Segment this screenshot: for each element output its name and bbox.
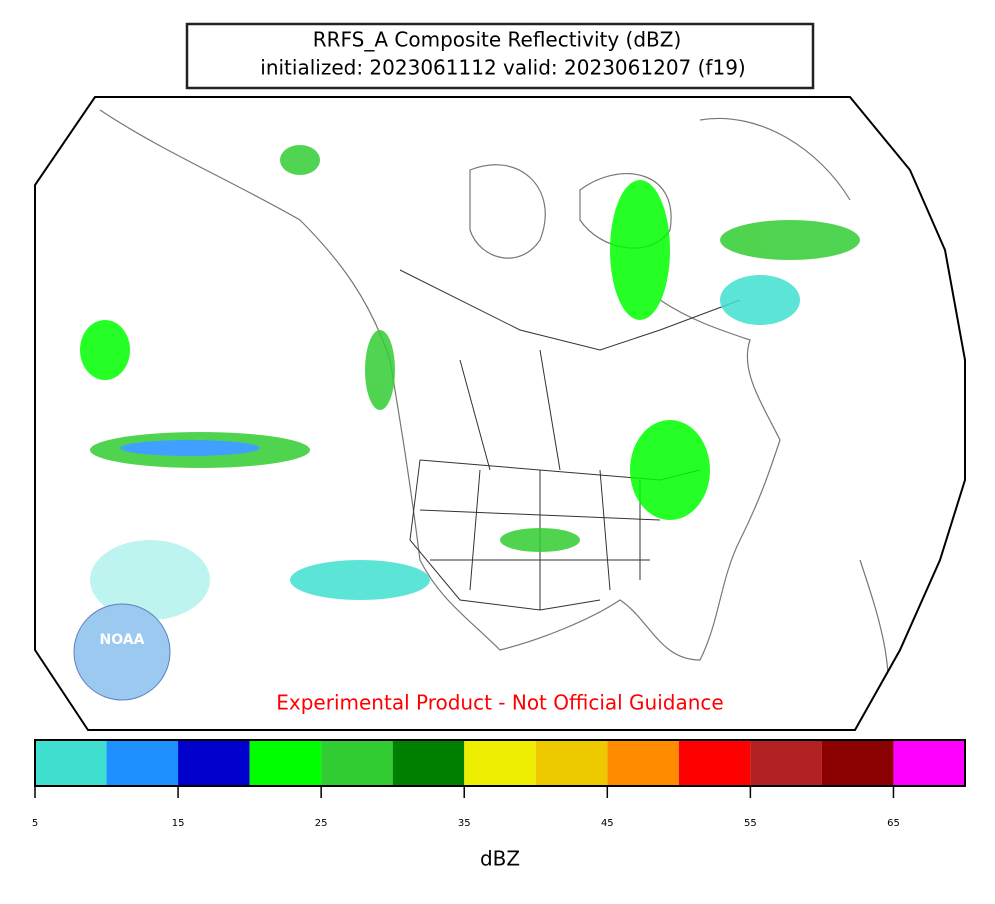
colorbar-bin xyxy=(35,740,107,786)
map: NOAA Experimental Product - Not Official… xyxy=(34,96,966,731)
watermark: Experimental Product - Not Official Guid… xyxy=(276,691,723,715)
colorbar-bin xyxy=(821,740,894,786)
colorbar-bin xyxy=(321,740,393,786)
title-box xyxy=(185,22,815,90)
colorbar-tick-label: 55 xyxy=(744,818,757,829)
logo-text: NOAA xyxy=(100,632,145,648)
colorbar-label: dBZ xyxy=(480,847,520,871)
noaa-logo xyxy=(73,603,171,701)
colorbar-bin xyxy=(535,740,608,786)
colorbar-bin xyxy=(178,740,250,786)
map-body: NOAA xyxy=(35,97,965,730)
colorbar-tick-label: 15 xyxy=(172,818,185,829)
colorbar-frame xyxy=(34,739,966,787)
colorbar-bin xyxy=(678,740,751,786)
colorbar-tick-label: 35 xyxy=(458,818,471,829)
colorbar-bin xyxy=(750,740,822,786)
colorbar: 5 15 25 35 45 55 65 xyxy=(32,739,966,829)
title: RRFS_A Composite Reflectivity (dBZ) xyxy=(313,28,682,52)
subtitle: initialized: 2023061112 valid: 202306120… xyxy=(260,56,745,80)
map-frame xyxy=(34,96,966,731)
colorbar-tick-label: 25 xyxy=(315,818,328,829)
colorbar-bin xyxy=(249,740,322,786)
colorbar-bin xyxy=(893,740,965,786)
colorbar-bin xyxy=(392,740,465,786)
colorbar-bin xyxy=(464,740,536,786)
colorbar-tick-label: 5 xyxy=(32,818,38,829)
colorbar-tick-label: 65 xyxy=(887,818,900,829)
colorbar-tick-label: 45 xyxy=(601,818,614,829)
colorbar-bin xyxy=(607,740,679,786)
colorbar-bin xyxy=(106,740,179,786)
reflectivity xyxy=(80,145,860,620)
